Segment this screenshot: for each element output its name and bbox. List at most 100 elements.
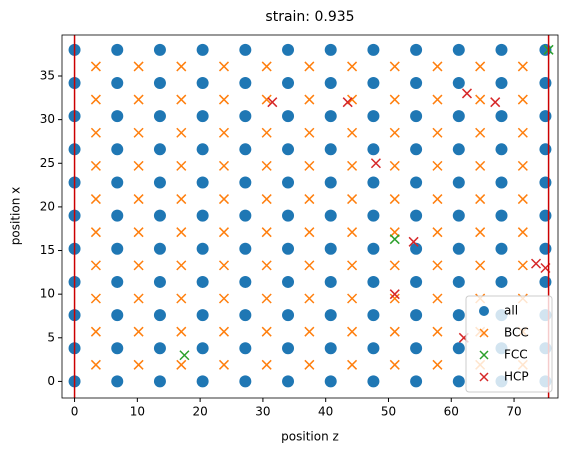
point <box>111 43 124 56</box>
point <box>218 326 230 337</box>
legend-label: HCP <box>504 370 529 384</box>
point <box>111 342 124 355</box>
point <box>410 375 423 388</box>
point <box>176 227 187 238</box>
point <box>261 293 272 304</box>
y-tick-label: 15 <box>40 243 55 257</box>
y-tick-label: 0 <box>47 374 55 388</box>
point <box>342 97 353 108</box>
point <box>347 293 358 304</box>
point <box>432 326 443 337</box>
y-tick-label: 25 <box>40 156 55 170</box>
point <box>218 293 230 304</box>
x-tick-label: 40 <box>318 405 333 419</box>
point <box>517 127 528 138</box>
point <box>239 76 252 89</box>
point <box>389 94 400 105</box>
point <box>475 260 486 271</box>
point <box>90 61 101 72</box>
point <box>347 160 358 171</box>
point <box>111 209 124 222</box>
point <box>261 227 272 238</box>
point <box>324 242 337 255</box>
point <box>410 110 423 123</box>
point <box>410 342 423 355</box>
point <box>111 110 124 123</box>
point <box>218 227 230 238</box>
point <box>239 176 252 189</box>
point <box>261 160 272 171</box>
point <box>196 342 209 355</box>
point <box>218 260 230 271</box>
point <box>196 76 209 89</box>
point <box>282 110 295 123</box>
point <box>452 43 465 56</box>
point <box>282 209 295 222</box>
legend-marker <box>479 372 489 382</box>
point <box>490 97 501 108</box>
point <box>261 194 272 205</box>
point <box>452 342 465 355</box>
point <box>218 94 230 105</box>
point <box>261 61 272 72</box>
point <box>389 127 400 138</box>
point <box>261 127 272 138</box>
point <box>452 176 465 189</box>
point <box>239 143 252 156</box>
point <box>475 227 486 238</box>
legend-marker <box>479 328 489 338</box>
point <box>347 326 358 337</box>
point <box>347 61 358 72</box>
point <box>153 309 166 322</box>
point <box>239 209 252 222</box>
point <box>196 242 209 255</box>
point <box>324 143 337 156</box>
point <box>196 309 209 322</box>
point <box>111 309 124 322</box>
point <box>218 194 230 205</box>
point <box>282 342 295 355</box>
point <box>90 293 101 304</box>
point <box>111 375 124 388</box>
point <box>539 209 552 222</box>
point <box>304 326 315 337</box>
point <box>153 209 166 222</box>
point <box>452 76 465 89</box>
point <box>282 275 295 288</box>
point <box>111 76 124 89</box>
point <box>432 227 443 238</box>
point <box>176 359 187 370</box>
point <box>410 143 423 156</box>
point <box>452 110 465 123</box>
point <box>282 375 295 388</box>
point <box>196 143 209 156</box>
point <box>347 127 358 138</box>
point <box>389 61 400 72</box>
point <box>261 359 272 370</box>
point <box>475 160 486 171</box>
point <box>196 110 209 123</box>
point <box>261 260 272 271</box>
point <box>133 359 144 370</box>
point <box>239 110 252 123</box>
point <box>239 342 252 355</box>
point <box>304 227 315 238</box>
point <box>90 260 101 271</box>
legend-label: all <box>504 304 518 318</box>
point <box>282 76 295 89</box>
point <box>196 176 209 189</box>
x-tick-label: 70 <box>506 405 521 419</box>
point <box>347 194 358 205</box>
point <box>153 143 166 156</box>
x-tick-label: 30 <box>255 405 270 419</box>
point <box>111 275 124 288</box>
point <box>176 160 187 171</box>
point <box>389 260 400 271</box>
point <box>218 160 230 171</box>
point <box>176 127 187 138</box>
point <box>111 242 124 255</box>
point <box>432 194 443 205</box>
point <box>111 176 124 189</box>
y-tick-label: 35 <box>40 69 55 83</box>
point <box>539 242 552 255</box>
